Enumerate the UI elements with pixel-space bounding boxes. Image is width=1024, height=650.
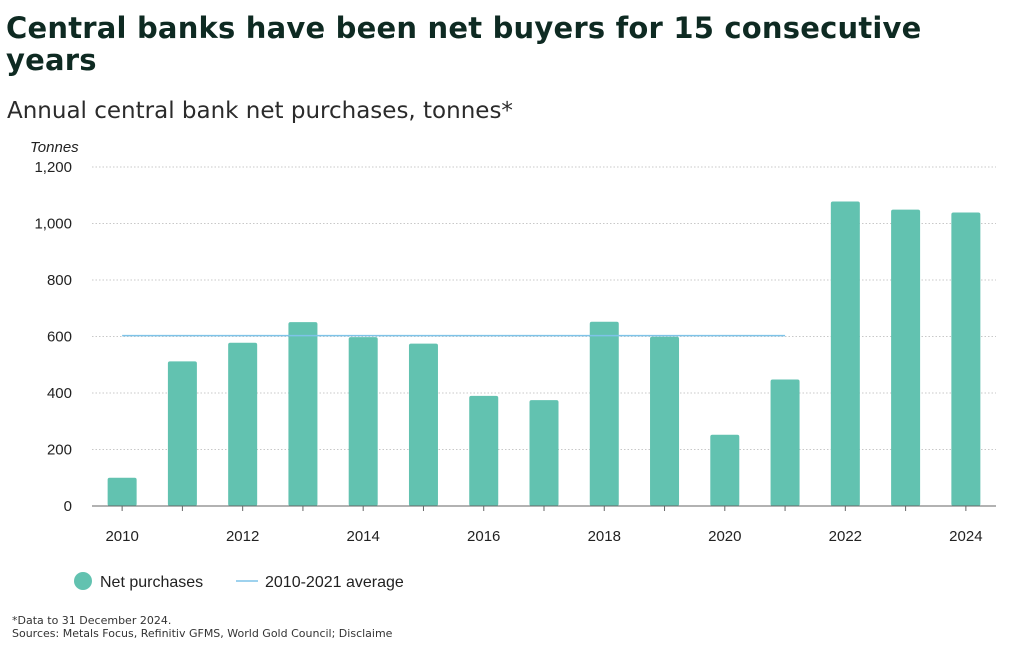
footnote: *Data to 31 December 2024. Sources: Meta… [12,614,392,640]
x-tick-label: 2024 [949,528,982,545]
bar-2021 [770,379,800,506]
x-tick-label: 2014 [347,528,380,545]
x-tick-label: 2022 [829,528,862,545]
chart-title: Central banks have been net buyers for 1… [6,11,922,77]
bar-2023 [891,209,921,506]
x-tick-label: 2016 [467,528,500,545]
bar-2022 [830,201,860,506]
y-tick-label: 400 [47,385,72,402]
bars [107,201,981,507]
bar-2024 [951,212,981,507]
bar-2020 [710,434,740,506]
bar-2014 [348,337,378,506]
y-tick-label: 1,000 [34,216,72,233]
bar-2012 [228,342,258,506]
footnote-note: *Data to 31 December 2024. [12,614,172,627]
x-tick-label: 2020 [708,528,741,545]
bar-2010 [107,477,137,506]
y-tick-label: 800 [47,272,72,289]
y-axis-unit-label: Tonnes [30,139,79,156]
y-tick-label: 200 [47,442,72,459]
y-tick-label: 1,200 [34,159,72,176]
bar-2011 [167,361,197,506]
bar-2019 [650,336,680,506]
bar-2013 [288,322,318,506]
x-tick-label: 2010 [105,528,138,545]
x-axis-ticks: 2010 2012 2014 2016 2018 2020 2022 2024 [105,506,983,545]
legend-label-net-purchases: Net purchases [100,574,203,591]
y-axis-ticks: 0 200 400 600 800 1,000 1,200 [34,159,72,515]
y-tick-label: 600 [47,329,72,346]
y-tick-label: 0 [64,498,72,515]
bar-2018 [589,321,619,506]
footnote-sources: Sources: Metals Focus, Refinitiv GFMS, W… [12,627,393,640]
legend: Net purchases 2010-2021 average [74,572,404,591]
x-tick-label: 2012 [226,528,259,545]
bar-2017 [529,400,559,506]
bar-2016 [469,395,499,506]
legend-label-average: 2010-2021 average [265,574,404,591]
bar-2015 [408,343,438,506]
chart-subtitle: Annual central bank net purchases, tonne… [7,98,513,124]
x-tick-label: 2018 [588,528,621,545]
legend-swatch-net-purchases [74,572,92,590]
